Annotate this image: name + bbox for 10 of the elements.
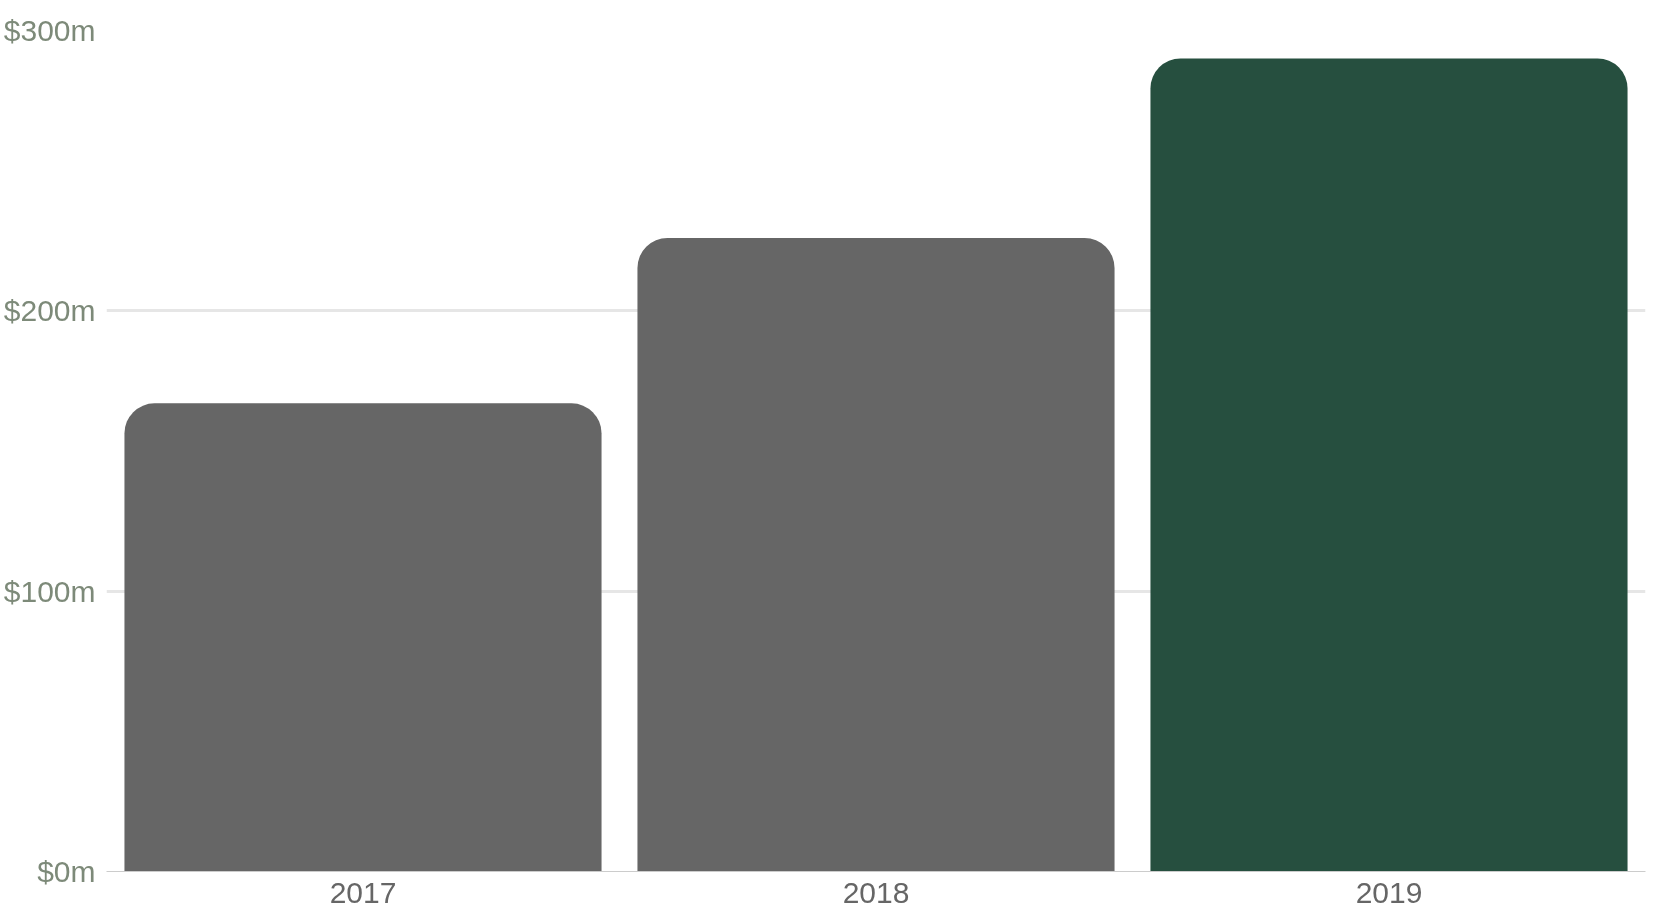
bar <box>637 237 1115 872</box>
y-tick-label: $100m <box>3 574 96 608</box>
bar <box>124 403 602 872</box>
y-tick-label: $200m <box>3 294 96 328</box>
x-tick-label: 2017 <box>329 875 397 909</box>
y-tick-label: $0m <box>37 855 96 888</box>
x-tick-label: 2019 <box>1355 875 1423 909</box>
x-tick-label: 2018 <box>842 875 910 909</box>
y-tick-label: $300m <box>3 14 96 47</box>
bar <box>1150 58 1628 872</box>
